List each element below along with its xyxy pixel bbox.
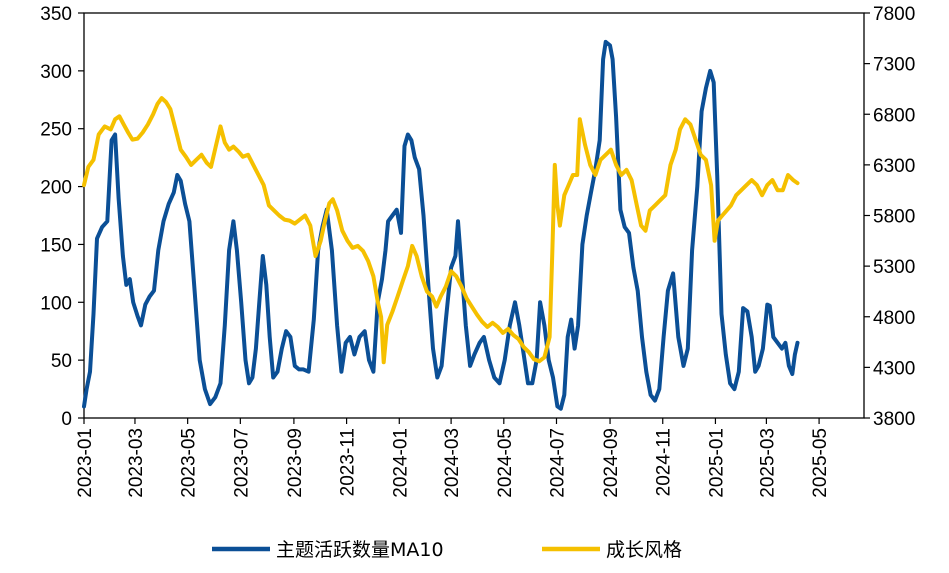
left-y-tick-label: 100: [40, 293, 72, 314]
left-y-tick-label: 0: [61, 409, 72, 430]
x-tick-label: 2023-03: [126, 428, 147, 498]
left-y-axis: 0 50 100 150 200 250 300 350: [40, 4, 84, 430]
x-tick-label: 2023-09: [285, 428, 306, 498]
left-y-tick-label: 50: [51, 351, 72, 372]
left-y-tick-label: 350: [40, 4, 72, 25]
right-y-tick-label: 5300: [873, 257, 915, 278]
legend-label-1: 主题活跃数量MA10: [276, 539, 444, 561]
series-line-2: [82, 96, 800, 365]
x-tick-label: 2025-01: [706, 428, 727, 498]
right-y-tick-label: 7800: [873, 4, 915, 25]
right-y-tick-label: 4800: [873, 308, 915, 329]
right-y-tick-label: 6800: [873, 105, 915, 126]
right-y-axis: 3800 4300 4800 5300 5800 6300 6800 7300 7800: [864, 4, 915, 430]
x-tick-label: 2025-05: [810, 428, 831, 498]
x-tick-label: 2023-11: [338, 428, 359, 496]
left-y-tick-label: 150: [40, 235, 72, 256]
right-y-tick-label: 4300: [873, 358, 915, 379]
right-y-tick-label: 3800: [873, 409, 915, 430]
x-tick-label: 2023-07: [231, 428, 252, 498]
x-tick-label: 2024-01: [390, 428, 411, 498]
x-axis: 2023-01 2023-03 2023-05 2023-07 2023-09 2023-…: [75, 418, 831, 498]
x-tick-label: 2024-09: [601, 428, 622, 498]
x-tick-label: 2023-01: [75, 428, 96, 498]
left-y-tick-label: 200: [40, 178, 72, 199]
x-tick-label: 2024-05: [495, 428, 516, 498]
left-y-tick-label: 300: [40, 62, 72, 83]
left-y-tick-label: 250: [40, 120, 72, 141]
x-tick-label: 2024-03: [442, 428, 463, 498]
right-y-tick-label: 5800: [873, 207, 915, 228]
x-tick-label: 2024-07: [547, 428, 568, 498]
x-tick-label: 2023-05: [179, 428, 200, 498]
legend-label-2: 成长风格: [606, 539, 682, 561]
series-line-1: [82, 39, 800, 411]
series-layer: [82, 39, 800, 411]
right-y-tick-label: 6300: [873, 156, 915, 177]
x-tick-label: 2025-03: [757, 428, 778, 498]
legend: 主题活跃数量MA10 成长风格: [212, 539, 682, 561]
x-tick-label: 2024-11: [654, 428, 675, 496]
right-y-tick-label: 7300: [873, 55, 915, 76]
